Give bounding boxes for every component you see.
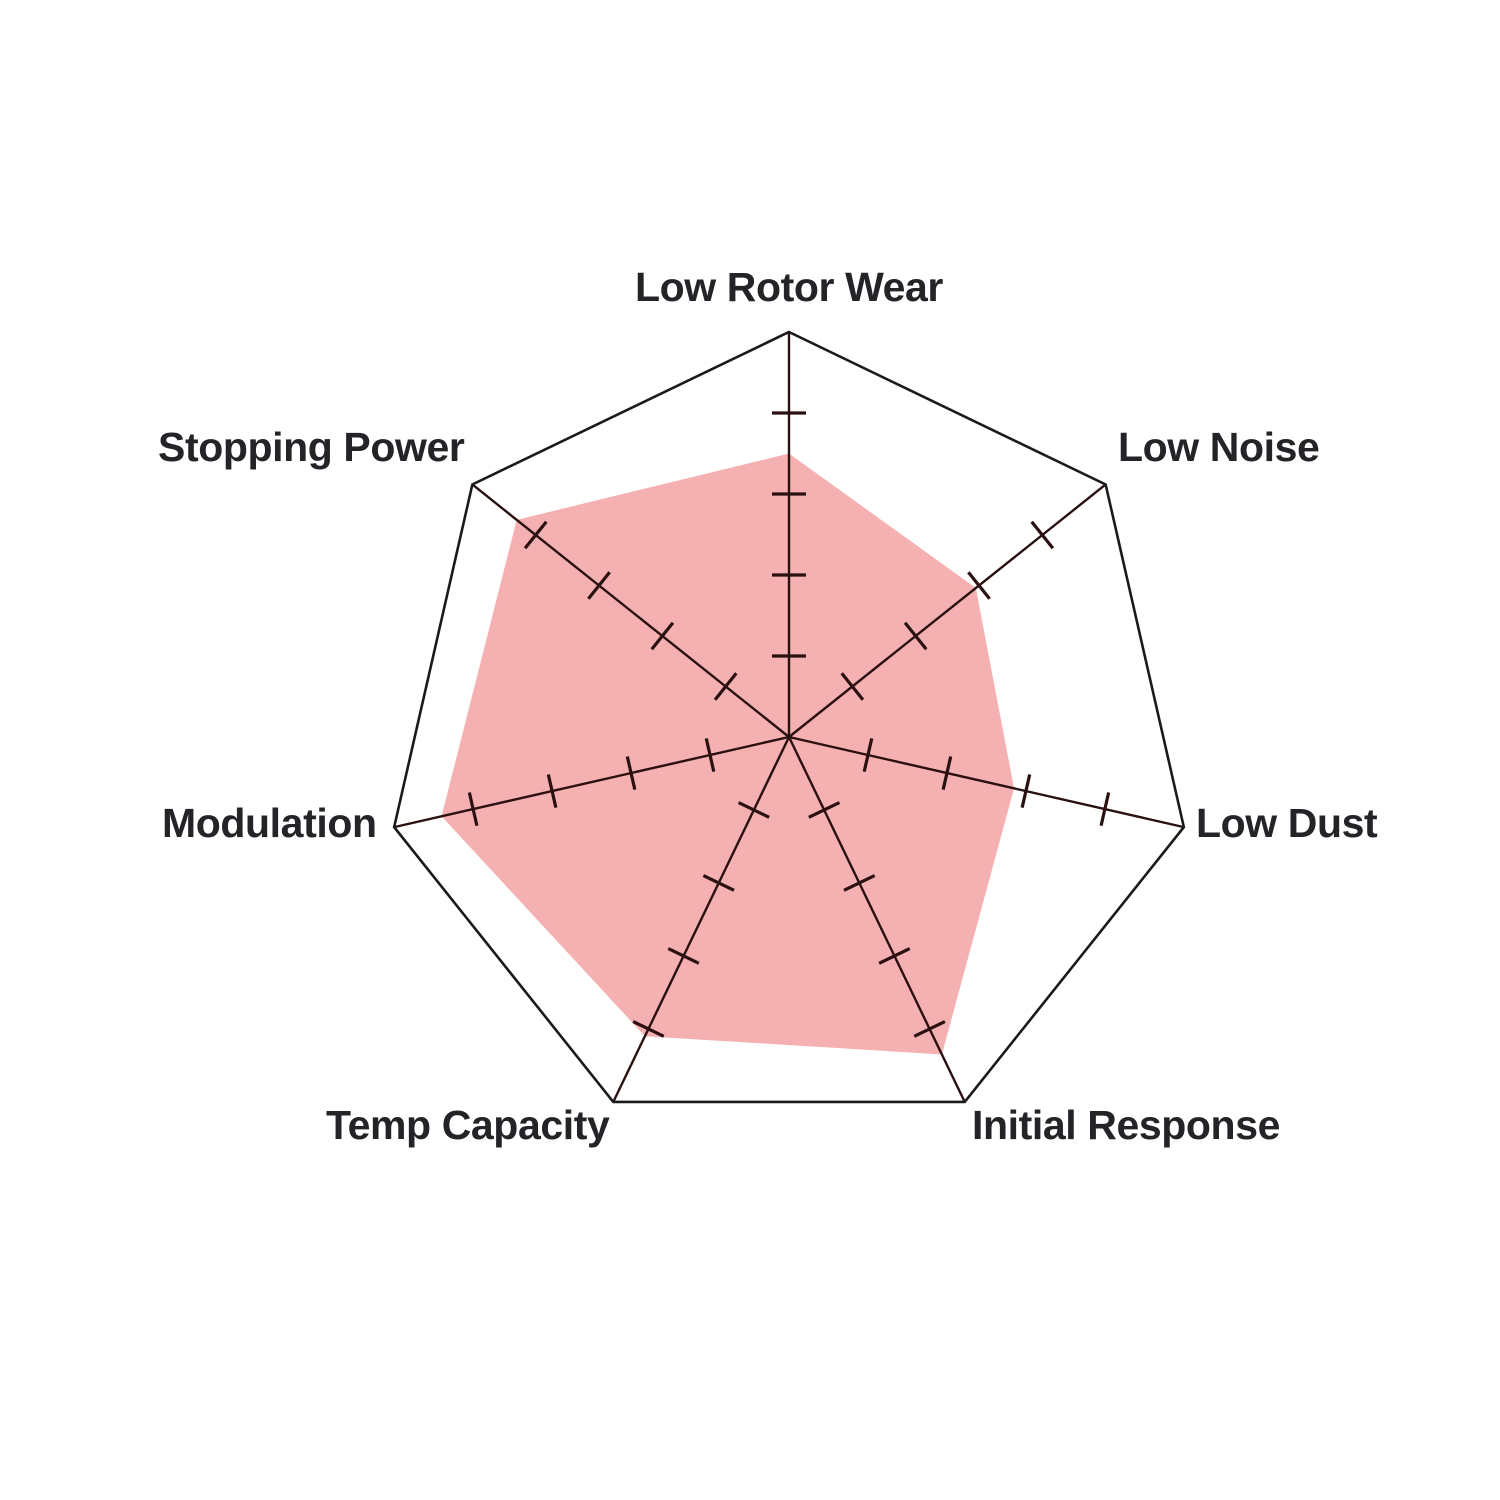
axis-tick: [941, 756, 953, 790]
axis-spoke: [788, 735, 1185, 829]
axis-spoke: [787, 736, 966, 1103]
axis-label-low-noise: Low Noise: [1118, 424, 1320, 470]
axis-tick: [967, 571, 991, 600]
series-area-brake-pad-profile: [441, 453, 1015, 1055]
axis-label-low-dust: Low Dust: [1196, 800, 1378, 846]
axis-spoke: [612, 736, 791, 1103]
axis-tick: [840, 672, 865, 701]
axis-tick: [862, 738, 874, 772]
axis-tick: [913, 1020, 946, 1038]
grid-outer-ring: [392, 330, 1186, 1104]
axis-tick: [713, 672, 738, 701]
axis-tick: [878, 947, 911, 965]
axis-tick: [1099, 792, 1111, 827]
axis-tick: [546, 774, 558, 809]
axis-tick: [625, 756, 637, 790]
axis-label-temp-capacity: Temp Capacity: [326, 1102, 610, 1148]
axis-tick: [702, 874, 735, 892]
axis-spoke: [471, 483, 790, 738]
axis-label-low-rotor-wear: Low Rotor Wear: [635, 264, 943, 310]
axis-tick: [737, 801, 770, 819]
axis-ticks-layer: [467, 411, 1111, 1038]
axis-tick: [808, 801, 841, 819]
axis-label-initial-response: Initial Response: [972, 1102, 1281, 1148]
axis-tick: [523, 520, 548, 550]
axis-tick: [843, 874, 876, 892]
axis-tick: [650, 621, 675, 651]
axis-tick: [704, 738, 716, 772]
axis-tick: [1030, 520, 1055, 550]
axis-tick: [632, 1020, 665, 1038]
axis-label-modulation: Modulation: [162, 800, 377, 846]
axis-tick: [587, 571, 611, 600]
axis-tick: [667, 947, 700, 965]
axis-spoke: [788, 483, 1107, 738]
axis-spoke: [393, 735, 790, 829]
axis-label-stopping-power: Stopping Power: [158, 424, 465, 470]
axis-spokes-layer: [393, 332, 1185, 1103]
axis-tick: [903, 621, 928, 651]
axis-tick: [1020, 774, 1032, 809]
series-layer: [441, 453, 1015, 1055]
axis-tick: [467, 792, 479, 827]
